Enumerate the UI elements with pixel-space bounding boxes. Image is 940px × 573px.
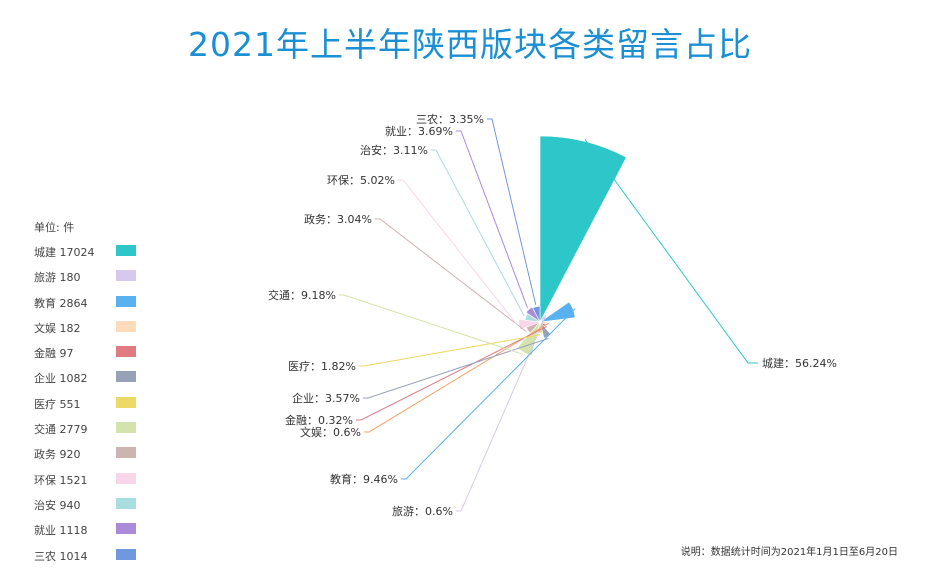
- legend-swatch: [116, 396, 136, 408]
- pie-slice[interactable]: [518, 319, 541, 330]
- legend-swatch: [116, 447, 136, 459]
- legend-label: 治安 940: [34, 498, 81, 512]
- label-leader-line: [456, 315, 547, 512]
- slice-label: 就业：3.69%: [385, 124, 453, 138]
- legend-swatch: [116, 548, 136, 560]
- legend-swatch: [116, 245, 136, 256]
- label-leader-line: [364, 322, 550, 433]
- slice-label: 三农：3.35%: [416, 112, 484, 126]
- label-leader-line: [375, 218, 527, 332]
- legend-label: 金融 97: [34, 347, 74, 361]
- legend-label: 政务 920: [34, 448, 81, 462]
- slice-label: 城建：56.24%: [762, 356, 837, 370]
- legend-item[interactable]: 治安 940: [34, 497, 154, 522]
- legend-label: 旅游 180: [34, 271, 81, 285]
- legend-item[interactable]: 交通 2779: [34, 421, 154, 446]
- legend-swatch: [116, 295, 136, 307]
- legend-item[interactable]: 金融 97: [34, 345, 154, 370]
- slice-label: 教育：9.46%: [330, 472, 398, 486]
- label-leader-line: [339, 294, 524, 355]
- legend-label: 医疗 551: [34, 397, 81, 411]
- legend-item[interactable]: 就业 1118: [34, 522, 154, 547]
- chart-title: 2021年上半年陕西版块各类留言占比: [188, 25, 752, 64]
- legend-swatch: [116, 497, 136, 509]
- label-leader-line: [356, 326, 547, 421]
- label-leader-line: [401, 308, 576, 480]
- legend-swatch: [116, 270, 136, 282]
- label-leader-line: [487, 118, 537, 305]
- legend-item[interactable]: 企业 1082: [34, 370, 154, 395]
- slice-label: 旅游：0.6%: [392, 504, 453, 518]
- legend-swatch: [116, 422, 136, 434]
- legend-label: 就业 1118: [34, 524, 88, 538]
- footnote: 说明：数据统计时间为2021年1月1日至6月20日: [680, 547, 898, 558]
- legend: 单位: 件 城建 17024 旅游 180 教育 2864 文娱 182 金融 97 企业…: [34, 220, 154, 573]
- legend-label: 文娱 182: [34, 321, 81, 335]
- legend-item[interactable]: 教育 2864: [34, 295, 154, 320]
- label-leader-line: [431, 149, 525, 317]
- legend-item[interactable]: 政务 920: [34, 446, 154, 471]
- legend-label: 教育 2864: [34, 296, 88, 310]
- pie-slice[interactable]: [539, 135, 627, 323]
- label-leader-line: [584, 139, 758, 364]
- label-leader-line: [363, 337, 549, 399]
- pie-slice[interactable]: [532, 305, 541, 323]
- legend-label: 企业 1082: [34, 372, 88, 386]
- legend-swatch: [116, 320, 136, 332]
- legend-label: 城建 17024: [34, 246, 95, 259]
- slice-label: 医疗：1.82%: [288, 359, 356, 373]
- legend-item[interactable]: 三农 1014: [34, 548, 154, 573]
- legend-rows: 城建 17024 旅游 180 教育 2864 文娱 182 金融 97 企业 1082 医…: [34, 244, 154, 573]
- slice-label: 治安：3.11%: [360, 143, 428, 157]
- slice-label: 企业：3.57%: [292, 391, 360, 405]
- label-leader-line: [398, 179, 518, 326]
- pie-slice[interactable]: [525, 306, 541, 323]
- legend-item[interactable]: 文娱 182: [34, 320, 154, 345]
- legend-label: 环保 1521: [34, 473, 88, 487]
- legend-item[interactable]: 城建 17024: [34, 244, 154, 269]
- slice-label: 文娱：0.6%: [300, 425, 361, 439]
- legend-swatch: [116, 523, 136, 535]
- legend-item[interactable]: 医疗 551: [34, 396, 154, 421]
- legend-item[interactable]: 旅游 180: [34, 269, 154, 294]
- label-leader-line: [456, 130, 528, 309]
- legend-swatch: [116, 472, 136, 484]
- slice-label: 金融：0.32%: [285, 413, 353, 427]
- legend-item[interactable]: 环保 1521: [34, 472, 154, 497]
- slice-label: 环保：5.02%: [327, 173, 395, 187]
- legend-swatch: [116, 371, 136, 383]
- legend-label: 交通 2779: [34, 423, 88, 437]
- slice-label: 政务：3.04%: [304, 212, 372, 226]
- legend-swatch: [116, 346, 136, 358]
- label-leader-line: [359, 334, 541, 367]
- legend-unit: 单位: 件: [34, 221, 75, 234]
- legend-label: 三农 1014: [34, 549, 88, 563]
- slice-label: 交通：9.18%: [268, 288, 336, 302]
